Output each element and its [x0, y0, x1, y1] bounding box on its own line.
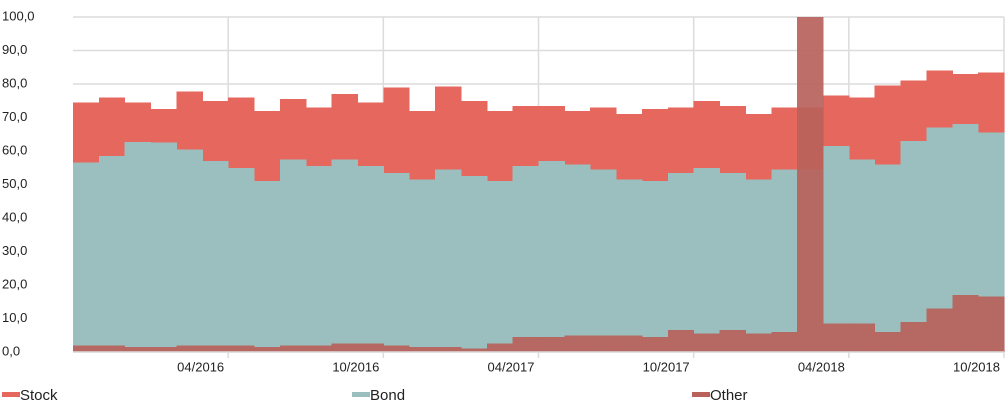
legend-label: Stock: [20, 387, 58, 404]
step-area-segment: [305, 166, 333, 352]
step-area-segment: [409, 179, 436, 352]
y-tick-label: 0,0: [2, 343, 20, 358]
step-area-segment: [331, 159, 358, 352]
step-area-segment: [409, 346, 436, 352]
step-area-segment: [124, 141, 152, 352]
legend-swatch: [692, 392, 710, 397]
step-area-segment: [228, 345, 255, 352]
x-tick-label: 10/2017: [643, 359, 690, 374]
step-area-segment: [564, 164, 591, 352]
step-area-segment: [98, 156, 126, 352]
step-area-segment: [822, 323, 850, 352]
step-area-segment: [176, 149, 203, 352]
step-area-segment: [512, 166, 539, 352]
step-area-segment: [538, 161, 565, 352]
step-area-segment: [150, 346, 177, 352]
step-area-segment: [150, 142, 177, 352]
step-area-segment: [667, 172, 695, 352]
step-area-segment: [616, 179, 643, 352]
y-tick-label: 70,0: [2, 109, 27, 124]
x-tick-label: 10/2018: [953, 359, 1000, 374]
step-area-segment: [486, 343, 514, 352]
y-tick-label: 80,0: [2, 75, 27, 90]
step-area-segment: [73, 345, 100, 352]
step-area-segment: [460, 348, 488, 352]
step-area-segment: [435, 169, 462, 352]
step-area-segment: [357, 166, 384, 352]
step-area-segment: [486, 181, 514, 352]
legend-swatch: [352, 392, 370, 397]
step-area-segment: [98, 345, 126, 352]
step-area-segment: [874, 331, 902, 352]
x-tick-label: 10/2016: [332, 359, 379, 374]
step-area-segment: [667, 330, 695, 352]
step-area-segment: [73, 162, 100, 352]
step-area-segment: [202, 345, 229, 352]
step-area-segment: [254, 181, 281, 352]
step-area-segment: [641, 336, 669, 352]
step-area-segment: [564, 335, 591, 352]
step-area-segment: [900, 321, 927, 352]
step-area-segment: [435, 346, 462, 352]
y-tick-label: 30,0: [2, 243, 27, 258]
step-area-segment: [641, 181, 669, 352]
step-area-segment: [202, 161, 229, 352]
step-area-segment: [693, 333, 721, 352]
x-tick-label: 04/2016: [177, 359, 224, 374]
y-tick-label: 60,0: [2, 142, 27, 157]
y-tick-label: 10,0: [2, 310, 27, 325]
step-area-segment: [254, 346, 281, 352]
step-area-segment: [616, 335, 643, 352]
step-area-segment: [978, 296, 1005, 352]
step-area-segment: [771, 331, 798, 352]
step-area-segment: [460, 176, 488, 352]
step-area-segment: [357, 343, 384, 352]
step-area-segment: [874, 164, 902, 352]
y-tick-label: 50,0: [2, 176, 27, 191]
step-area-segment: [745, 333, 772, 352]
step-area-segment: [383, 172, 410, 352]
step-area-segment: [822, 145, 850, 352]
step-area-segment: [176, 345, 203, 352]
y-tick-label: 40,0: [2, 209, 27, 224]
y-tick-label: 90,0: [2, 42, 27, 57]
step-area-segment: [512, 336, 539, 352]
y-tick-label: 100,0: [2, 8, 35, 23]
step-area-segment: [279, 345, 307, 352]
step-area-segment: [848, 323, 876, 352]
step-area-segment: [538, 336, 565, 352]
step-area-segment: [305, 345, 333, 352]
step-area-segment: [228, 167, 255, 352]
step-area-segment: [900, 140, 927, 352]
legend-label: Bond: [370, 387, 405, 404]
step-area-segment: [926, 308, 953, 352]
step-area-segment: [693, 167, 721, 352]
step-area-segment: [590, 335, 617, 352]
step-area-segment: [952, 295, 979, 352]
x-tick-label: 04/2018: [798, 359, 845, 374]
step-area-segment: [719, 172, 746, 352]
y-tick-label: 20,0: [2, 276, 27, 291]
legend-label: Other: [710, 387, 748, 404]
step-area-segment: [383, 345, 410, 352]
step-area-segment: [745, 179, 772, 352]
step-area-segment: [797, 17, 824, 352]
step-area-segment: [771, 169, 798, 352]
x-tick-label: 04/2017: [488, 359, 535, 374]
step-area-segment: [124, 346, 152, 352]
step-area-segment: [719, 330, 746, 352]
step-area-segment: [590, 169, 617, 352]
legend-swatch: [2, 392, 20, 397]
step-area-segment: [279, 159, 307, 352]
step-area-segment: [848, 159, 876, 352]
step-area-segment: [331, 343, 358, 352]
